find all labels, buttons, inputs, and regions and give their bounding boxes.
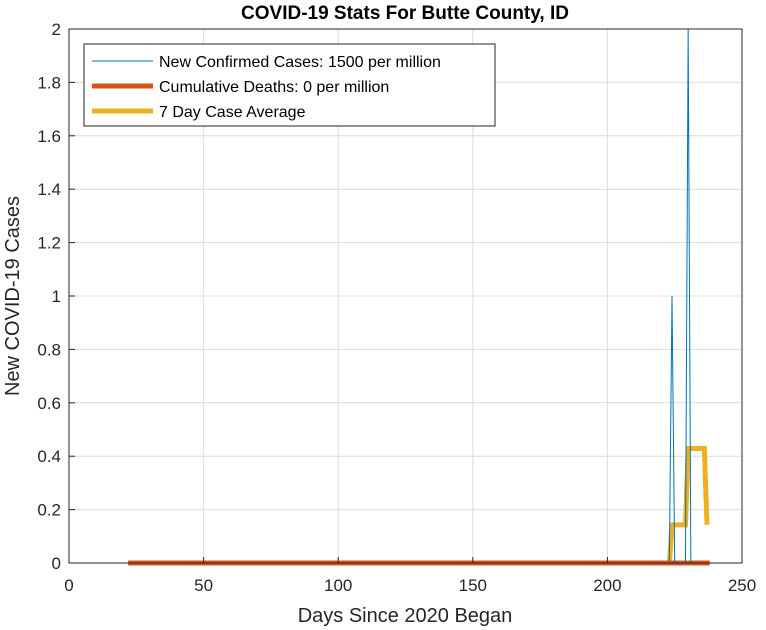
legend-label-deaths: Cumulative Deaths: 0 per million: [159, 79, 389, 96]
y-tick-label: 1.8: [37, 73, 61, 92]
legend: New Confirmed Cases: 1500 per million Cu…: [83, 43, 496, 127]
x-tick-label: 200: [593, 576, 621, 595]
legend-label-new-cases: New Confirmed Cases: 1500 per million: [159, 54, 441, 71]
ticks: 0 50 100 150 200 250 0 0.2 0.4 0.6 0.8 1 1.2 1.4 1.6 1.…: [37, 20, 756, 595]
y-tick-label: 0.2: [37, 501, 61, 520]
x-axis-label: Days Since 2020 Began: [298, 605, 513, 627]
y-tick-label: 1: [52, 287, 61, 306]
y-tick-label: 0.6: [37, 394, 61, 413]
x-tick-label: 250: [728, 576, 756, 595]
x-tick-label: 150: [459, 576, 487, 595]
y-tick-label: 1.4: [37, 180, 61, 199]
legend-label-average: 7 Day Case Average: [159, 104, 306, 121]
x-tick-label: 50: [194, 576, 213, 595]
y-axis-label: New COVID-19 Cases: [2, 196, 24, 396]
x-tick-label: 100: [324, 576, 352, 595]
y-tick-label: 0.8: [37, 340, 61, 359]
y-tick-label: 2: [52, 20, 61, 39]
y-tick-label: 1.6: [37, 127, 61, 146]
y-tick-label: 0: [52, 554, 61, 573]
y-tick-label: 0.4: [37, 447, 61, 466]
x-tick-label: 0: [64, 576, 73, 595]
y-tick-label: 1.2: [37, 234, 61, 253]
chart-title: COVID-19 Stats For Butte County, ID: [241, 3, 569, 24]
